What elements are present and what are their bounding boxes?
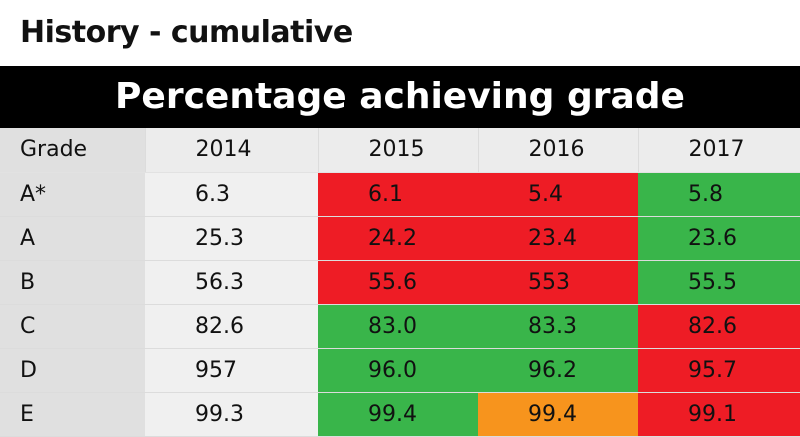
grade-label: B — [0, 260, 145, 305]
value-cell: 23.6 — [638, 216, 800, 261]
grade-label: D — [0, 348, 145, 393]
value-cell: 82.6 — [145, 304, 318, 349]
table-title: Percentage achieving grade — [0, 66, 800, 128]
value-cell: 5.4 — [478, 172, 638, 217]
header-row: Grade 2014 2015 2016 2017 — [0, 128, 800, 173]
value-cell: 82.6 — [638, 304, 800, 349]
value-cell: 99.1 — [638, 392, 800, 437]
grade-table: Grade 2014 2015 2016 2017 A* 6.3 6.1 5.4 5.8… — [0, 128, 800, 437]
grade-label: A* — [0, 172, 145, 217]
page-title: History - cumulative — [20, 15, 353, 50]
table-body: A* 6.3 6.1 5.4 5.8 A 25.3 24.2 23.4 23.6 B 56.3 55.6… — [0, 172, 800, 437]
value-cell: 25.3 — [145, 216, 318, 261]
table-row: E 99.3 99.4 99.4 99.1 — [0, 392, 800, 437]
year-header-2015: 2015 — [317, 128, 478, 173]
value-cell: 55.6 — [318, 260, 478, 305]
value-cell: 23.4 — [478, 216, 638, 261]
value-cell: 553 — [478, 260, 638, 305]
value-cell: 99.3 — [145, 392, 318, 437]
value-cell: 99.4 — [478, 392, 638, 437]
value-cell: 83.3 — [478, 304, 638, 349]
table-row: C 82.6 83.0 83.3 82.6 — [0, 304, 800, 349]
table-row: A* 6.3 6.1 5.4 5.8 — [0, 172, 800, 217]
grade-header: Grade — [0, 128, 145, 173]
value-cell: 99.4 — [318, 392, 478, 437]
value-cell: 957 — [145, 348, 318, 393]
value-cell: 96.2 — [478, 348, 638, 393]
value-cell: 55.5 — [638, 260, 800, 305]
year-header-2014: 2014 — [144, 128, 318, 173]
year-header-2017: 2017 — [637, 128, 800, 173]
year-header-2016: 2016 — [477, 128, 638, 173]
value-cell: 5.8 — [638, 172, 800, 217]
value-cell: 96.0 — [318, 348, 478, 393]
value-cell: 6.3 — [145, 172, 318, 217]
table-row: A 25.3 24.2 23.4 23.6 — [0, 216, 800, 261]
grade-label: A — [0, 216, 145, 261]
value-cell: 83.0 — [318, 304, 478, 349]
table-row: B 56.3 55.6 553 55.5 — [0, 260, 800, 305]
grade-label: E — [0, 392, 145, 437]
table-row: D 957 96.0 96.2 95.7 — [0, 348, 800, 393]
value-cell: 24.2 — [318, 216, 478, 261]
value-cell: 95.7 — [638, 348, 800, 393]
value-cell: 6.1 — [318, 172, 478, 217]
value-cell: 56.3 — [145, 260, 318, 305]
grade-label: C — [0, 304, 145, 349]
